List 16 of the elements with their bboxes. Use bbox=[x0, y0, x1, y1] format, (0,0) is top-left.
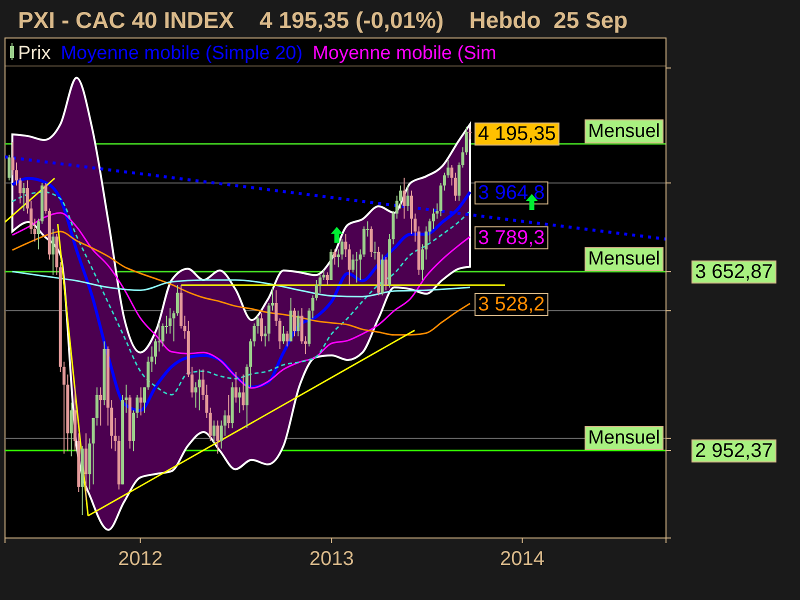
legend-label: Prix bbox=[18, 43, 52, 64]
ref-line-label: Mensuel bbox=[588, 120, 660, 142]
text: Moyenne mobile (Simple 20) bbox=[60, 43, 303, 64]
x-tick-label: 2012 bbox=[118, 548, 163, 570]
data-label: 3 528,2 bbox=[478, 293, 545, 316]
y-tick-label: 3 652,87 bbox=[695, 261, 773, 284]
x-tick-label: 2014 bbox=[500, 548, 545, 570]
ref-line-label: Mensuel bbox=[588, 248, 660, 270]
x-tick-label: 2013 bbox=[309, 548, 354, 570]
data-label: 3 964,8 bbox=[478, 182, 545, 204]
chart-title: PXI - CAC 40 INDEX 4 195,35 (-0,01%) Hebdo 25 Sep bbox=[18, 7, 628, 33]
y-tick-label: 2 952,37 bbox=[695, 440, 773, 462]
data-label: 3 789,3 bbox=[478, 226, 545, 249]
ref-line-label: Mensuel bbox=[588, 428, 660, 449]
annotation: 4 195,35 bbox=[478, 123, 556, 146]
text: Moyenne mobile (Sim bbox=[312, 43, 496, 64]
